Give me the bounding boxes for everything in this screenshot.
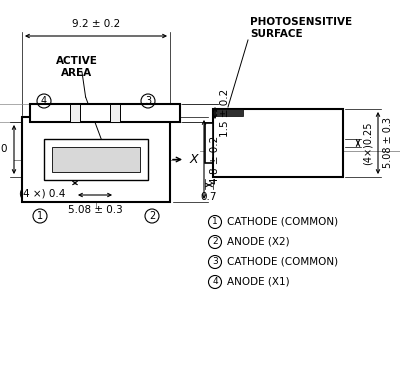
Bar: [213, 109, 343, 177]
Text: 4: 4: [41, 96, 47, 106]
Text: 3: 3: [145, 96, 151, 106]
Bar: [22, 117, 170, 202]
Text: (4 ×) 0.4: (4 ×) 0.4: [19, 189, 65, 199]
Text: CATHODE (COMMON): CATHODE (COMMON): [227, 217, 338, 227]
Bar: [57, 112, 67, 117]
Text: X: X: [190, 153, 199, 166]
Text: 5.08 ± 0.3: 5.08 ± 0.3: [383, 118, 393, 169]
Text: 9.2 ± 0.2: 9.2 ± 0.2: [72, 19, 120, 29]
Text: 2: 2: [212, 238, 218, 247]
Text: 4: 4: [212, 277, 218, 287]
Text: 2: 2: [149, 211, 155, 221]
Text: 1.5 ± 0.2: 1.5 ± 0.2: [220, 89, 230, 137]
Bar: [110, 104, 120, 122]
Text: 1: 1: [212, 218, 218, 227]
Bar: [44, 139, 148, 180]
Bar: [70, 104, 80, 122]
Text: 3: 3: [212, 257, 218, 267]
Bar: [205, 123, 213, 163]
Bar: [52, 147, 140, 172]
Bar: [213, 109, 243, 116]
Text: 1: 1: [37, 211, 43, 221]
Text: (4×)0.25: (4×)0.25: [363, 121, 373, 165]
Text: 4.0: 4.0: [0, 144, 8, 155]
Text: 4.8 ± 0.2: 4.8 ± 0.2: [210, 135, 220, 184]
Text: SURFACE: SURFACE: [250, 29, 303, 39]
Text: PHOTOSENSITIVE: PHOTOSENSITIVE: [250, 17, 352, 27]
Bar: [125, 112, 135, 117]
Bar: [30, 104, 180, 122]
Text: 5.08 ± 0.3: 5.08 ± 0.3: [68, 205, 122, 215]
Text: 0.7: 0.7: [201, 192, 217, 202]
Text: AREA: AREA: [62, 68, 92, 78]
Text: ANODE (X1): ANODE (X1): [227, 277, 290, 287]
Text: ANODE (X2): ANODE (X2): [227, 237, 290, 247]
Text: ACTIVE: ACTIVE: [56, 56, 98, 66]
Text: CATHODE (COMMON): CATHODE (COMMON): [227, 257, 338, 267]
